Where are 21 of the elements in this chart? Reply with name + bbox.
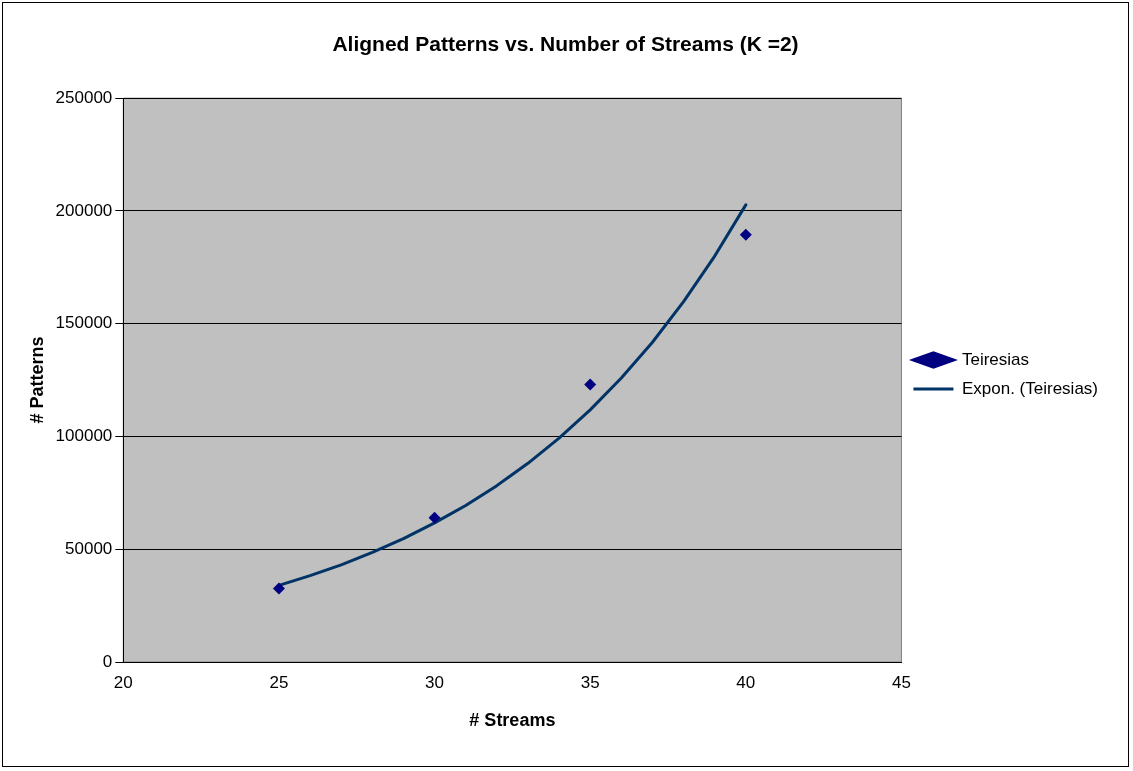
y-tick-label: 250000 xyxy=(55,87,113,107)
y-tick-label: 0 xyxy=(102,651,113,671)
x-tick-label: 20 xyxy=(113,672,133,692)
y-tick-label: 100000 xyxy=(55,426,113,446)
y-tick-label: 200000 xyxy=(55,200,113,220)
x-tick-label: 30 xyxy=(425,672,445,692)
point xyxy=(428,511,441,524)
point xyxy=(739,228,752,241)
y-tick-label: 50000 xyxy=(65,538,113,558)
legend-label: Expon. (Teiresias) xyxy=(961,378,1099,398)
chart-title: Aligned Patterns vs. Number of Streams (K =2) xyxy=(332,32,799,56)
x-tick-label: 25 xyxy=(269,672,289,692)
y-axis-title: # Patterns xyxy=(26,336,47,424)
x-tick-label: 35 xyxy=(580,672,600,692)
point xyxy=(272,582,285,595)
x-tick-label: 40 xyxy=(736,672,756,692)
point xyxy=(584,378,597,391)
legend-label: Teiresias xyxy=(961,349,1030,369)
y-tick-label: 150000 xyxy=(55,313,113,333)
x-axis-title: # Streams xyxy=(469,710,556,731)
x-tick-label: 45 xyxy=(891,672,911,692)
